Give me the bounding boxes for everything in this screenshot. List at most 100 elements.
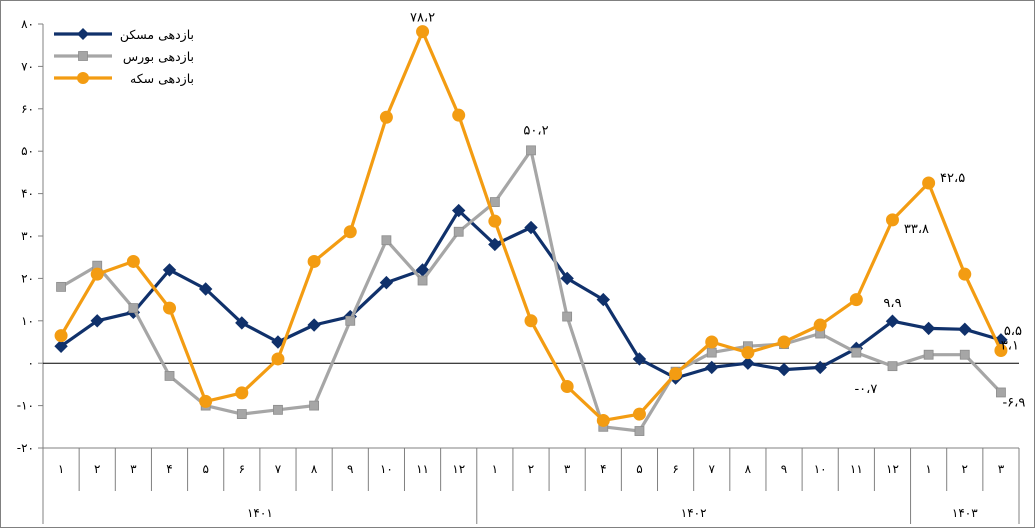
x-tick-label: ۶ — [672, 462, 678, 476]
x-tick-label: ۲ — [94, 462, 100, 476]
data-point — [958, 322, 972, 336]
data-label: ۵،۵ — [1004, 324, 1022, 339]
data-point — [777, 362, 791, 377]
x-tick-label: ۸ — [745, 462, 752, 476]
data-point — [922, 176, 936, 190]
y-tick-label: ۲۰ — [21, 271, 34, 285]
x-tick-label: ۳ — [564, 462, 571, 476]
legend-label: بازدهی مسکن — [120, 27, 194, 43]
data-point — [560, 380, 574, 394]
x-tick-label: ۷ — [709, 462, 716, 476]
data-point — [453, 226, 464, 237]
data-label: ۳۳،۸ — [904, 222, 929, 237]
legend-label: بازدهی بورس — [123, 49, 194, 65]
x-tick-label: ۸ — [311, 462, 318, 476]
x-tick-label: ۹ — [781, 462, 787, 476]
data-label: ۳،۱ — [1001, 338, 1019, 353]
data-point — [851, 347, 862, 358]
data-point — [705, 335, 719, 349]
data-point — [596, 413, 610, 427]
legend-marker — [78, 51, 88, 61]
data-point — [273, 404, 283, 415]
data-point — [705, 360, 719, 375]
data-point — [381, 235, 392, 246]
x-tick-label: ۱۲ — [886, 462, 899, 476]
data-point — [128, 303, 139, 313]
x-tick-label: ۱۰ — [380, 462, 393, 476]
x-tick-label: ۳ — [998, 462, 1005, 476]
data-point — [235, 386, 249, 400]
data-point — [235, 316, 249, 330]
x-tick-label: ۵ — [202, 462, 208, 476]
x-tick-label: ۵ — [636, 462, 642, 476]
data-label: -۶،۹ — [1002, 395, 1025, 410]
data-point — [632, 352, 647, 366]
data-point — [90, 314, 104, 328]
data-point — [849, 293, 863, 307]
data-point — [813, 360, 827, 375]
data-point — [271, 335, 285, 349]
data-point — [706, 347, 717, 358]
data-point — [560, 271, 574, 286]
data-point — [309, 400, 320, 411]
data-point — [524, 220, 538, 235]
data-point — [958, 267, 972, 281]
y-tick-label: -۱۰ — [17, 399, 34, 413]
x-tick-label: ۱ — [58, 462, 64, 476]
x-tick-label: ۶ — [239, 462, 245, 476]
legend-label: بازدهی سکه — [130, 71, 194, 87]
data-point — [126, 254, 140, 268]
data-point — [271, 352, 285, 366]
data-point — [488, 214, 502, 228]
data-label: ۷۸،۲ — [410, 11, 435, 26]
year-label: ۱۴۰۲ — [681, 506, 707, 520]
data-point — [90, 267, 104, 281]
data-point — [452, 108, 466, 122]
data-point — [634, 426, 645, 436]
data-label: ۵۰،۲ — [523, 123, 548, 138]
x-tick-label: ۴ — [600, 462, 606, 476]
data-point — [885, 213, 899, 227]
data-point — [54, 329, 68, 343]
x-tick-label: ۱۱ — [416, 462, 429, 476]
y-tick-label: ۳۰ — [21, 229, 34, 243]
data-point — [199, 394, 213, 408]
legend-marker — [77, 28, 89, 40]
data-point — [562, 311, 573, 322]
data-point — [996, 387, 1006, 398]
x-tick-label: ۳ — [130, 462, 137, 476]
x-tick-label: ۱ — [492, 462, 498, 476]
x-tick-label: ۱۲ — [452, 462, 465, 476]
data-point — [526, 145, 536, 156]
series-3 — [54, 25, 1008, 427]
data-point — [813, 318, 827, 332]
x-tick-label: ۱۰ — [814, 462, 827, 476]
data-label: ۹،۹ — [883, 296, 901, 311]
year-label: ۱۴۰۳ — [952, 506, 978, 520]
data-point — [959, 349, 970, 360]
data-point — [162, 263, 177, 277]
data-point — [596, 292, 611, 307]
data-point — [777, 335, 791, 349]
y-tick-label: ۱۰ — [21, 314, 34, 328]
data-point — [417, 275, 428, 286]
data-point — [416, 25, 430, 39]
legend-marker — [77, 72, 89, 84]
data-point — [923, 349, 934, 360]
x-tick-label: ۲ — [528, 462, 534, 476]
y-tick-label: ۶۰ — [21, 102, 34, 116]
y-tick-label: ۸۰ — [21, 17, 34, 31]
y-tick-label: ۵۰ — [21, 144, 34, 158]
data-point — [488, 237, 502, 252]
data-point — [885, 314, 900, 328]
series-2 — [56, 145, 1006, 436]
data-point — [198, 282, 213, 296]
y-tick-label: ۴۰ — [21, 187, 34, 201]
data-label: ۴۲،۵ — [940, 171, 965, 186]
data-point — [741, 346, 755, 360]
data-point — [669, 367, 683, 381]
data-point — [164, 371, 175, 381]
